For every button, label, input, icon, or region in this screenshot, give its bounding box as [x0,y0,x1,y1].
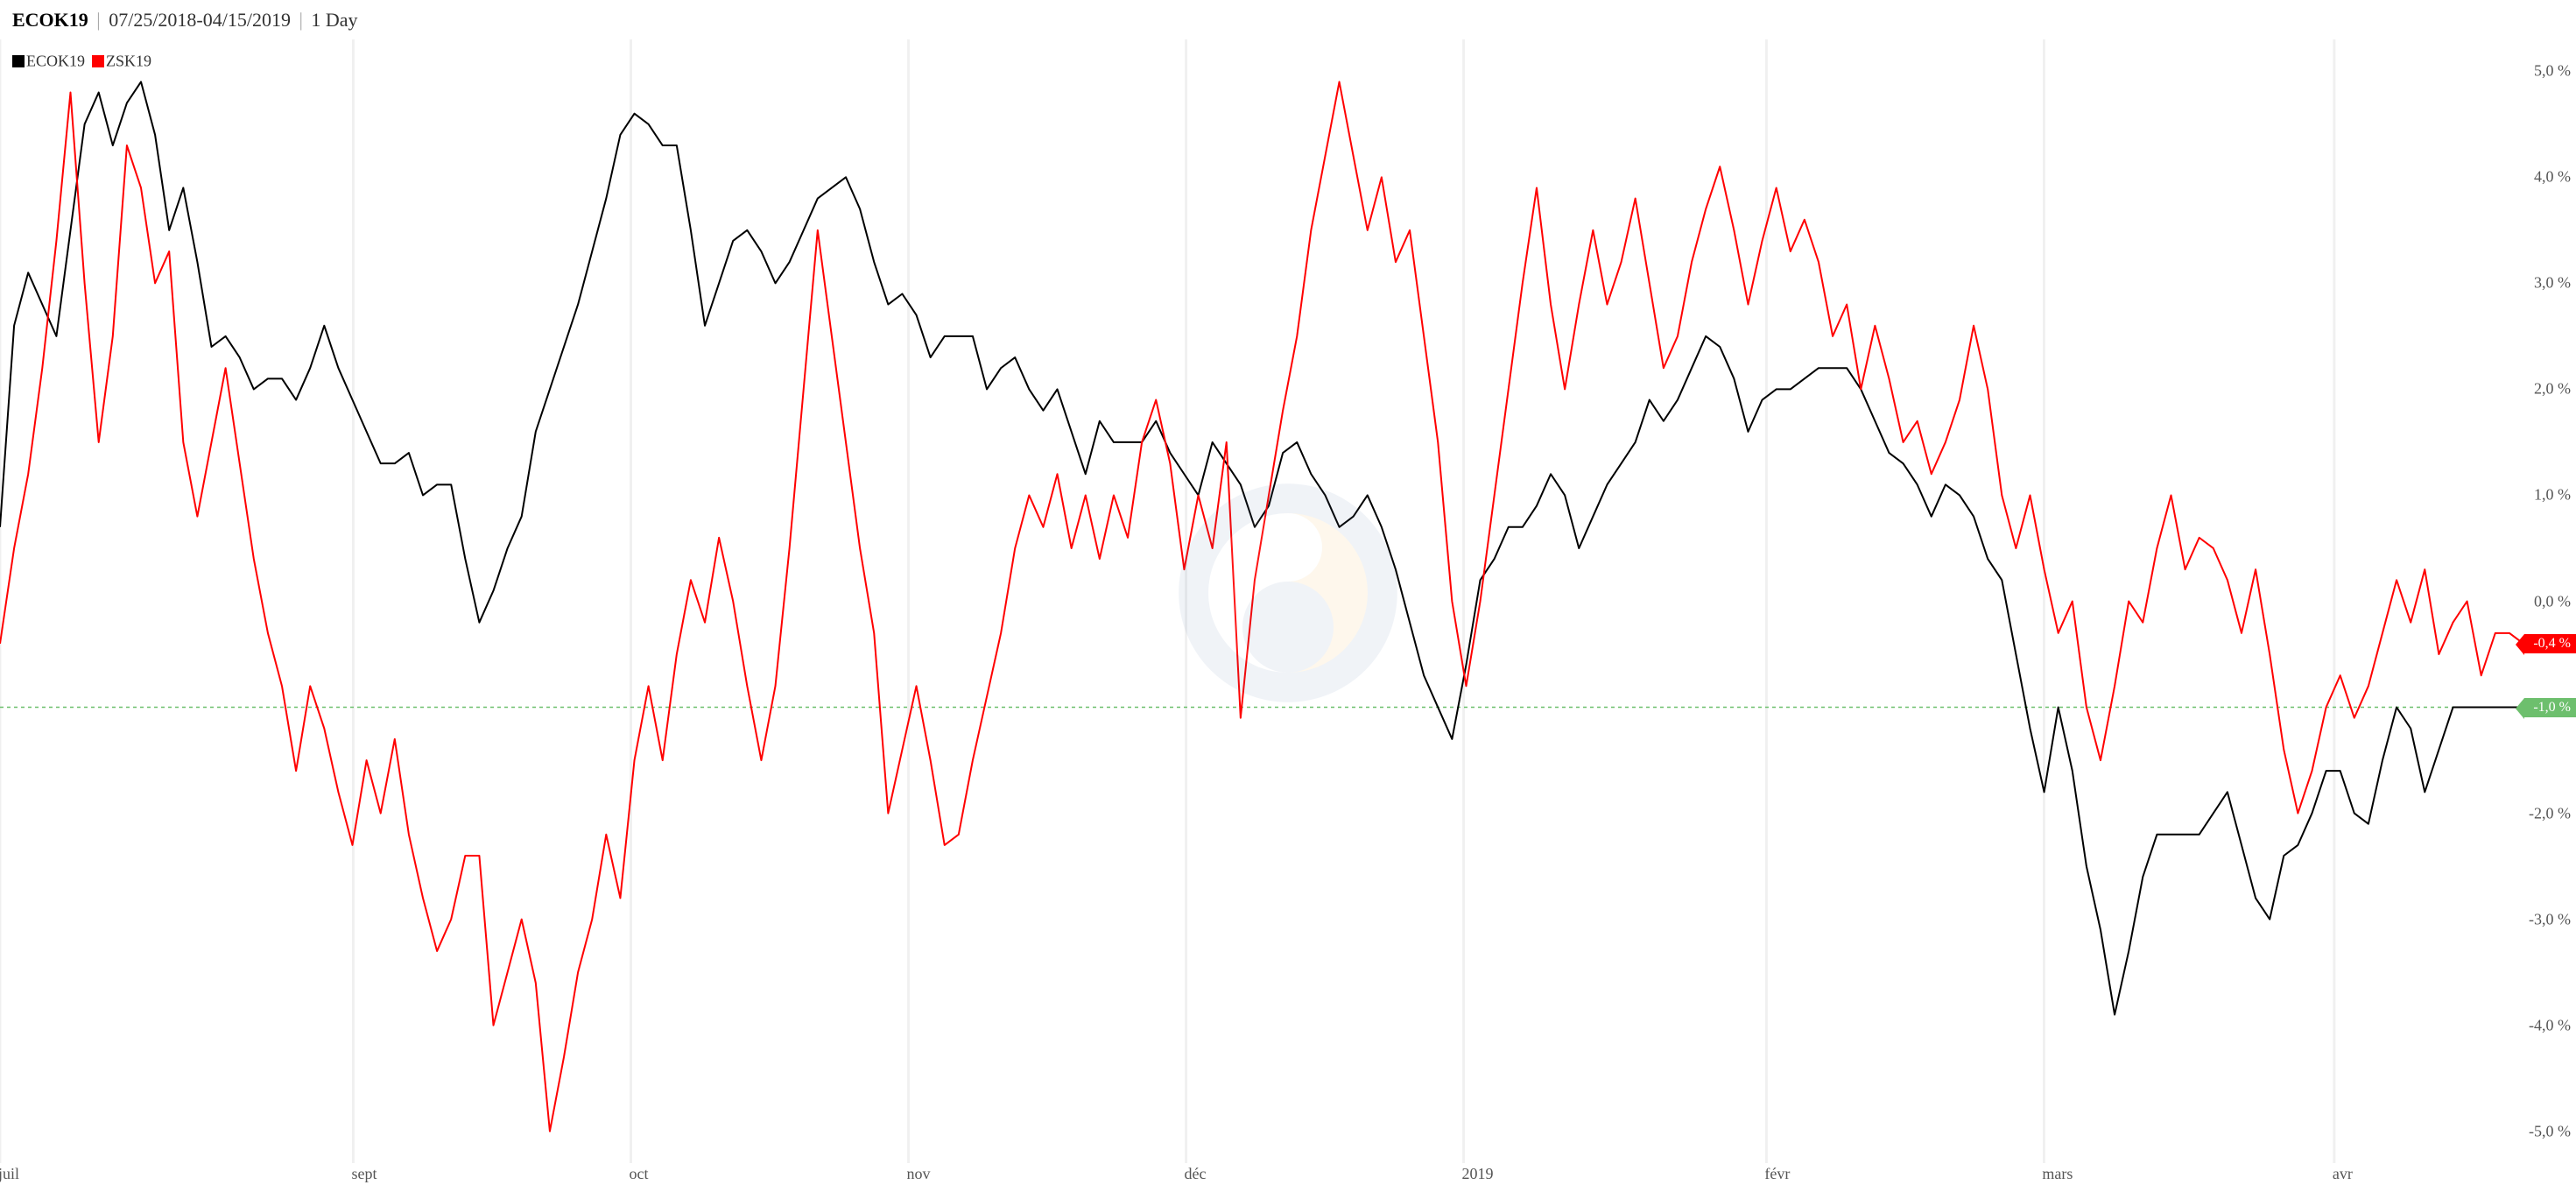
series-line-ECOK19 [0,81,2523,1014]
header-interval: 1 Day [311,9,357,31]
x-axis-tick-label: 2019 [1462,1165,1494,1183]
legend-item[interactable]: ECOK19 [12,51,85,70]
y-axis-tick-label: 2,0 % [2534,380,2571,399]
header-sep-1: | [96,9,100,31]
y-axis-tick-label: 5,0 % [2534,62,2571,81]
y-axis-tick-label: -3,0 % [2529,910,2571,928]
y-axis-tick-label: 0,0 % [2534,592,2571,610]
legend-item[interactable]: ZSK19 [92,51,151,70]
x-axis-tick-label: juil [0,1165,19,1183]
x-axis-tick-label: déc [1185,1165,1207,1183]
y-axis-tick-label: 4,0 % [2534,168,2571,187]
y-axis-tick-label: 3,0 % [2534,274,2571,293]
legend-swatch [12,55,25,67]
series-line-ZSK19 [0,81,2523,1131]
y-axis-tick-label: 1,0 % [2534,486,2571,504]
legend-label: ZSK19 [106,52,151,69]
y-axis-tick-label: -5,0 % [2529,1122,2571,1140]
chart-plot-area[interactable] [0,39,2523,1163]
chart-header: ECOK19 | 07/25/2018-04/15/2019 | 1 Day [12,9,358,32]
legend-label: ECOK19 [26,52,85,69]
x-axis-tick-label: nov [907,1165,931,1183]
price-tag: -1,0 % [2524,698,2576,717]
chart-legend: ECOK19 ZSK19 [12,51,158,70]
x-axis-tick-label: mars [2042,1165,2073,1183]
header-date-range: 07/25/2018-04/15/2019 [109,9,291,31]
x-axis-tick-label: sept [351,1165,377,1183]
price-tag: -0,4 % [2524,634,2576,653]
chart-svg [0,39,2523,1163]
chart-container: ECOK19 | 07/25/2018-04/15/2019 | 1 Day E… [0,0,2576,1185]
x-axis-tick-label: avr [2333,1165,2353,1183]
y-axis-tick-label: -2,0 % [2529,804,2571,822]
header-sep-2: | [299,9,302,31]
header-symbol: ECOK19 [12,9,88,31]
x-axis-tick-label: oct [630,1165,649,1183]
legend-swatch [92,55,104,67]
y-axis-labels: -5,0 % -4,0 % -3,0 % -2,0 % -1,0 % 0,0 % 1,0 %… [2523,39,2576,1163]
x-axis-tick-label: févr [1764,1165,1790,1183]
y-axis-tick-label: -4,0 % [2529,1016,2571,1034]
x-axis-labels: juil sept oct nov déc 2019 févr mars avr [0,1163,2523,1185]
